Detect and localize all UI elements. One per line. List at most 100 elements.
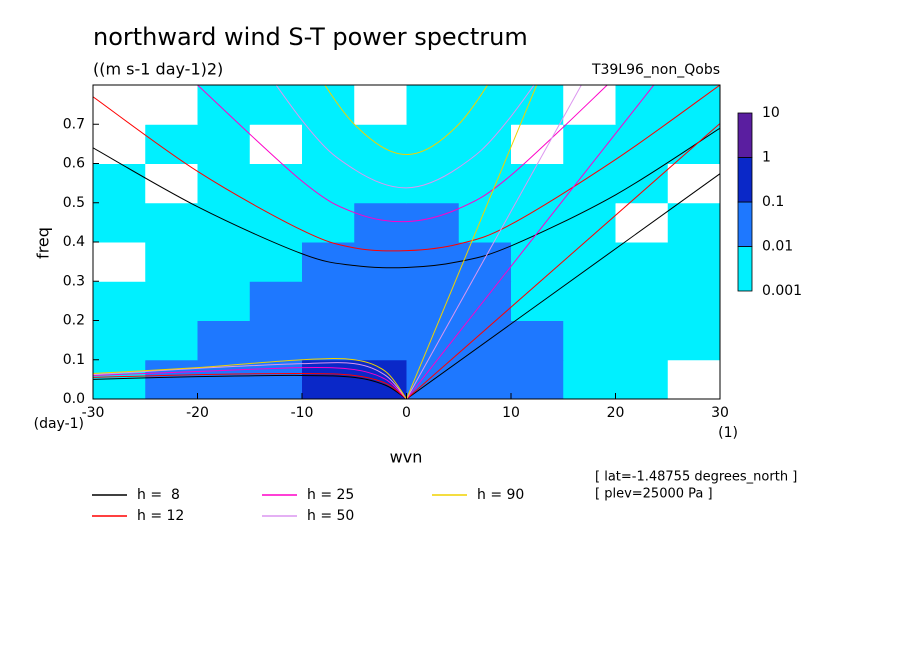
dispersion-curve <box>93 362 407 399</box>
x-tick-label: 0 <box>402 405 411 421</box>
dispersion-curve <box>406 85 538 399</box>
annotation: [ lat=-1.48755 degrees_north ] <box>595 470 797 485</box>
colorbar-label: 1 <box>762 150 771 166</box>
x-axis-label: wvn <box>390 448 423 467</box>
contour-cell <box>563 163 616 204</box>
contour-cell <box>249 359 303 399</box>
contour-cell <box>458 242 512 282</box>
contour-cell <box>406 124 460 164</box>
x-tick-label: 30 <box>711 405 729 421</box>
x-tick-label: -20 <box>186 405 209 421</box>
contour-cell <box>458 85 512 125</box>
contour-cell <box>458 320 512 361</box>
dispersion-curve <box>406 123 720 399</box>
contour-cell <box>249 281 303 321</box>
chart-subtitle: ((m s-1 day-1)2) <box>93 60 223 79</box>
contour-cell <box>197 281 251 321</box>
y-tick-label: 0.6 <box>63 156 85 172</box>
contour-cell <box>667 242 720 282</box>
contour-cell <box>667 320 720 361</box>
dispersion-curve <box>406 85 655 399</box>
contour-cell <box>511 124 564 164</box>
contour-cell <box>354 85 407 125</box>
contour-cell <box>145 281 198 321</box>
contour-cell <box>511 242 564 282</box>
contour-cell <box>563 124 616 164</box>
contour-cell <box>615 85 669 125</box>
colorbar-segment <box>737 157 753 203</box>
contour-cell <box>615 242 669 282</box>
contour-cell <box>145 202 198 243</box>
contour-cell <box>197 163 251 204</box>
colorbar-segment <box>737 246 753 292</box>
contour-cell <box>615 163 669 204</box>
contour-field <box>93 85 720 399</box>
contour-cell <box>302 85 355 125</box>
contour-cell <box>145 85 198 125</box>
contour-cell <box>667 281 720 321</box>
legend-label: h = 25 <box>307 487 354 503</box>
y-tick-label: 0.7 <box>63 116 85 132</box>
contour-cell <box>458 124 512 164</box>
contour-cell <box>615 124 669 164</box>
contour-cell <box>93 124 146 164</box>
contour-cell <box>93 320 146 361</box>
contour-cell <box>249 163 303 204</box>
contour-cell <box>563 242 616 282</box>
contour-cell <box>93 242 146 282</box>
contour-cell <box>511 281 564 321</box>
contour-cell <box>563 320 616 361</box>
contour-cell <box>458 359 512 399</box>
contour-cell <box>249 320 303 361</box>
contour-cell <box>667 359 720 399</box>
contour-cell <box>667 202 720 243</box>
contour-cell <box>93 281 146 321</box>
contour-cell <box>302 163 355 204</box>
contour-cell <box>249 124 303 164</box>
legend-label: h = 8 <box>137 487 180 503</box>
contour-cell <box>145 124 198 164</box>
contour-cell <box>406 85 460 125</box>
colorbar-segment <box>737 201 753 247</box>
contour-cell <box>197 124 251 164</box>
dispersion-curve <box>324 85 489 155</box>
contour-cell <box>615 320 669 361</box>
x-tick-label: -10 <box>291 405 314 421</box>
y-tick-label: 0.4 <box>63 234 85 250</box>
colorbar-label: 10 <box>762 105 780 121</box>
dispersion-curve <box>93 127 720 269</box>
contour-cell <box>511 320 564 361</box>
contour-cell <box>563 359 616 399</box>
contour-cell <box>458 163 512 204</box>
colorbar-label: 0.1 <box>762 194 784 210</box>
contour-cell <box>563 281 616 321</box>
contour-cell <box>354 242 407 282</box>
contour-cell <box>406 163 460 204</box>
contour-cell <box>145 359 198 399</box>
dispersion-curve <box>93 374 407 399</box>
contour-cell <box>197 242 251 282</box>
contour-cell <box>615 202 669 243</box>
contour-cell <box>197 320 251 361</box>
contour-cell <box>354 202 407 243</box>
y-tick-label: 0.2 <box>63 313 85 329</box>
contour-cell <box>563 85 616 125</box>
dispersion-curves <box>93 85 720 399</box>
dispersion-curve <box>93 85 720 252</box>
colorbar-label: 0.001 <box>762 283 802 299</box>
y-tick-label: 0.0 <box>63 391 85 407</box>
contour-cell <box>406 202 460 243</box>
contour-cell <box>145 320 198 361</box>
contour-cell <box>93 202 146 243</box>
contour-cell <box>145 163 198 204</box>
y-axis-label: freq <box>34 227 53 259</box>
x-axis-unit: (1) <box>718 425 738 441</box>
contour-cell <box>667 163 720 204</box>
legend-label: h = 12 <box>137 508 184 524</box>
contour-cell <box>197 85 251 125</box>
dispersion-curve <box>197 85 608 223</box>
legend-label: h = 50 <box>307 508 354 524</box>
contour-cell <box>511 85 564 125</box>
contour-cell <box>406 242 460 282</box>
